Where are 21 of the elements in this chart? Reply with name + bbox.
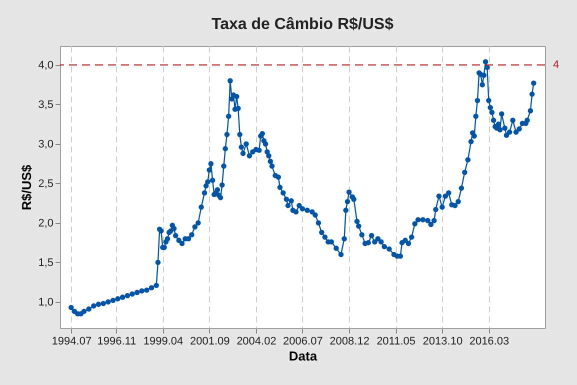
x-tick-label: 2016.03	[469, 336, 510, 348]
x-tick-label: 2008.12	[330, 336, 370, 348]
y-tick-label: 3,5	[38, 98, 54, 111]
x-tick-label: 1994.07	[52, 336, 92, 348]
chart-title: Taxa de Câmbio R$/US$	[212, 16, 394, 33]
y-tick-label: 1,0	[38, 296, 54, 308]
x-tick-label: 2011.05	[376, 336, 416, 348]
x-tick-label: 2001.09	[190, 336, 230, 348]
y-axis-title: R$/US$	[19, 164, 34, 210]
ref-line-label: 4	[553, 58, 560, 71]
x-tick-label: 2013.10	[422, 336, 463, 348]
y-tick-label: 2,0	[38, 217, 54, 230]
x-tick-label: 2006.07	[283, 336, 323, 348]
x-tick-label: 2004.02	[236, 336, 276, 348]
x-tick-label: 1999.04	[143, 336, 184, 348]
y-tick-label: 3,0	[38, 138, 54, 150]
y-tick-label: 2,5	[38, 178, 54, 190]
x-axis-title: Data	[288, 348, 318, 364]
y-tick-label: 4,0	[38, 59, 54, 72]
x-tick-label: 1996.11	[97, 336, 136, 348]
y-tick-label: 1,5	[38, 256, 54, 269]
